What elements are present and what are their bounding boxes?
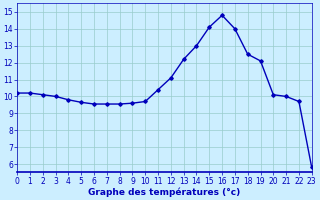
X-axis label: Graphe des températures (°c): Graphe des températures (°c) <box>88 187 241 197</box>
